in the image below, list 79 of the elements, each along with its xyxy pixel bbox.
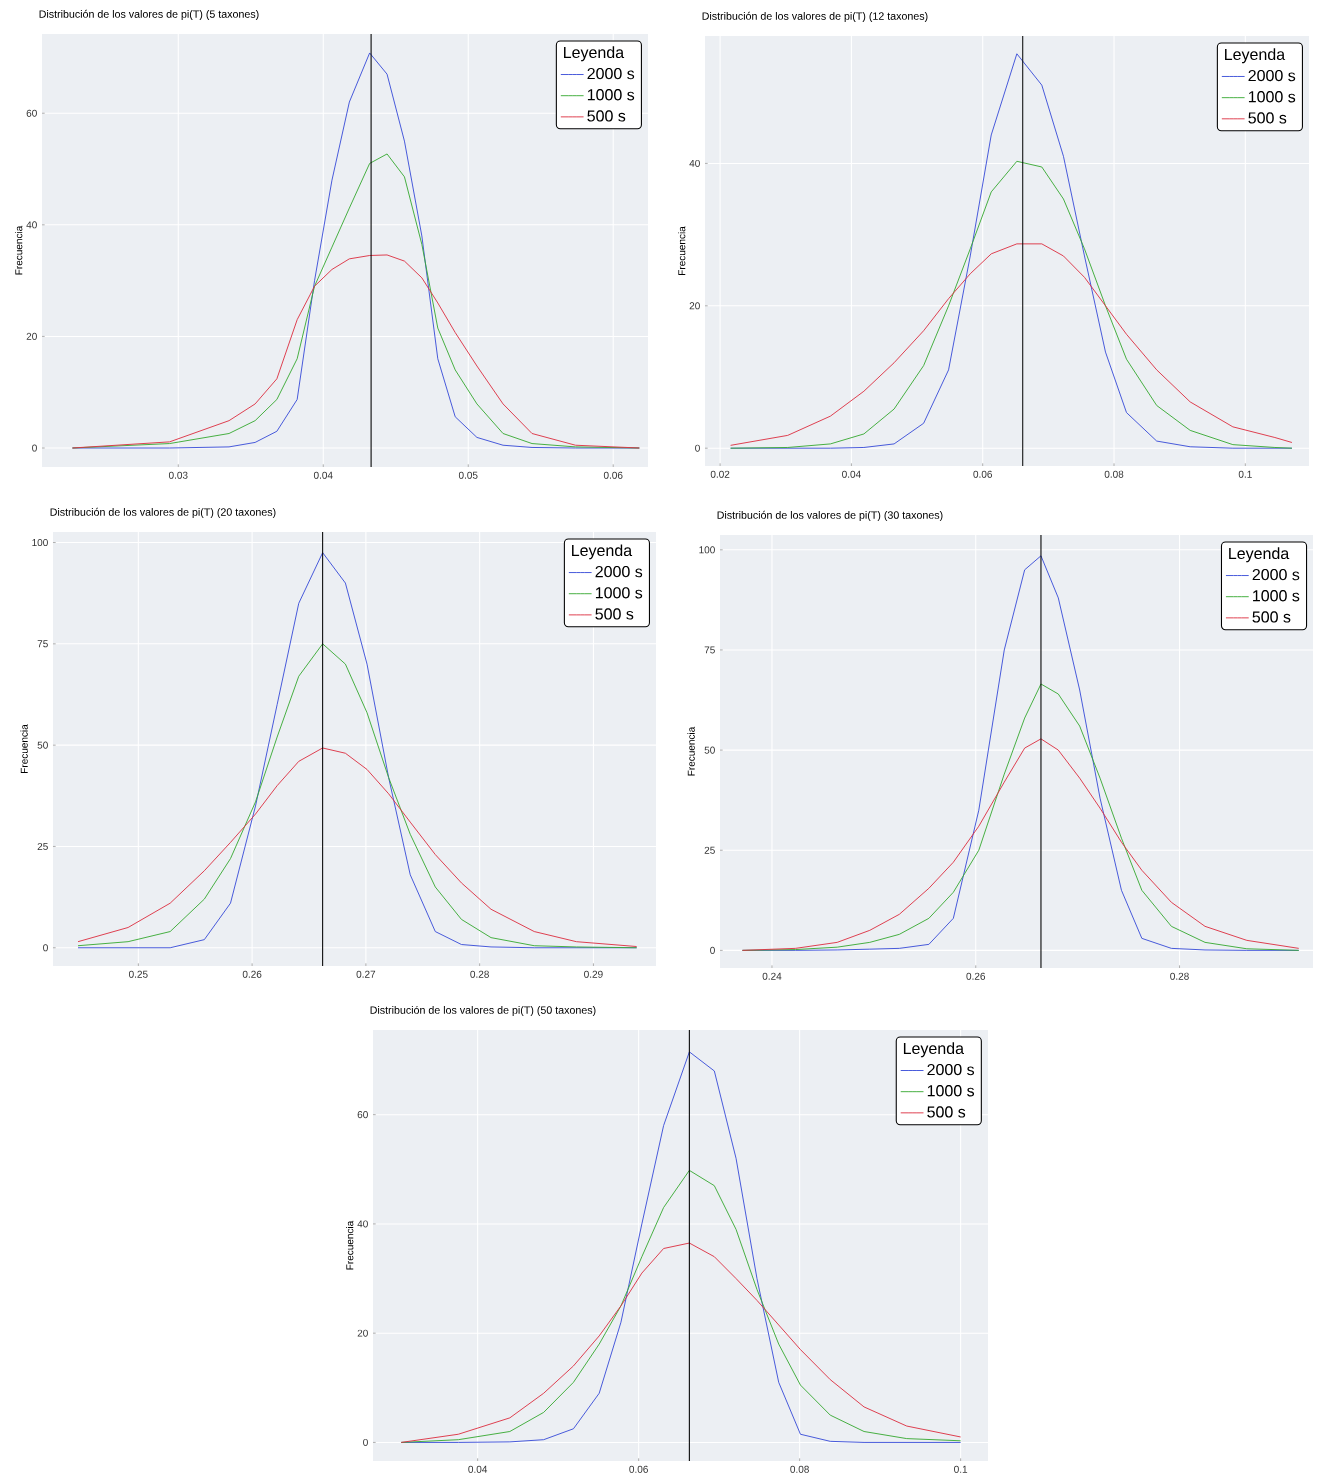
y-tick-label: 0 (695, 444, 700, 452)
x-tick-label: 0.26 (966, 972, 986, 980)
y-tick-label: 20 (357, 1329, 368, 1337)
x-tick-label: 0.24 (762, 972, 782, 980)
legend-label: 500 s (1252, 611, 1291, 623)
legend-title: Leyenda (564, 46, 625, 62)
legend-label: 2000 s (587, 67, 635, 80)
x-tick-label: 0.08 (790, 1465, 809, 1473)
x-tick-label: 0.03 (168, 471, 188, 479)
y-axis-title: Frecuencia (687, 726, 695, 776)
legend-label: 500 s (587, 110, 626, 122)
legend-label: 500 s (595, 608, 634, 620)
x-tick-label: 0.1 (954, 1465, 968, 1473)
x-tick-label: 0.06 (603, 471, 623, 479)
y-tick-label: 50 (37, 741, 48, 749)
legend-label: 2000 s (927, 1063, 975, 1076)
x-tick-label: 0.25 (129, 970, 148, 978)
legend-label: 2000 s (595, 565, 643, 578)
y-tick-label: 100 (699, 546, 715, 554)
legend-label: 1000 s (927, 1085, 975, 1097)
y-tick-label: 40 (26, 221, 37, 229)
legend-title: Leyenda (903, 1042, 964, 1058)
line-series (400, 1242, 962, 1443)
legend-label: 1000 s (587, 89, 635, 101)
line-series (77, 643, 638, 949)
legend-label: 1000 s (1253, 590, 1300, 602)
x-tick-label: 0.08 (1104, 470, 1124, 478)
y-tick-label: 75 (37, 640, 48, 648)
line-series (730, 160, 1293, 449)
chart-title: Distribución de los valores de pi(T) (50 taxones) (370, 1005, 596, 1016)
y-tick-label: 0 (710, 946, 715, 954)
y-tick-label: 50 (704, 746, 715, 754)
legend-label: 1000 s (1248, 91, 1296, 103)
x-tick-label: 0.29 (584, 970, 603, 978)
x-tick-label: 0.04 (842, 470, 861, 478)
x-tick-label: 0.26 (242, 970, 262, 978)
y-tick-label: 60 (357, 1111, 368, 1119)
x-tick-label: 0.02 (710, 470, 730, 478)
y-tick-label: 0 (43, 944, 48, 952)
chart-title: Distribución de los valores de pi(T) (20 taxones) (50, 507, 276, 518)
line-series (77, 747, 638, 948)
y-tick-label: 20 (689, 302, 700, 310)
legend-label: 500 s (1248, 112, 1287, 124)
x-tick-label: 0.27 (356, 970, 376, 978)
x-tick-label: 0.1 (1238, 470, 1252, 478)
legend-title: Leyenda (1225, 48, 1286, 64)
chart-title: Distribución de los valores de pi(T) (5 taxones) (39, 9, 259, 20)
x-tick-label: 0.28 (1170, 972, 1189, 980)
chart-title: Distribución de los valores de pi(T) (12 taxones) (702, 11, 928, 22)
y-tick-label: 40 (357, 1220, 368, 1228)
y-axis-title: Frecuencia (678, 226, 686, 275)
legend-label: 1000 s (595, 587, 643, 599)
y-tick-label: 0 (363, 1438, 368, 1446)
y-tick-label: 0 (32, 444, 37, 452)
legend-label: 2000 s (1252, 568, 1300, 581)
x-tick-label: 0.04 (313, 471, 333, 479)
legend-title: Leyenda (1229, 547, 1290, 563)
y-axis-title: Frecuencia (20, 724, 28, 773)
y-tick-label: 60 (26, 109, 37, 117)
line-series (71, 254, 640, 449)
legend-label: 2000 s (1248, 69, 1296, 82)
y-tick-label: 25 (37, 842, 48, 850)
legend-label: 500 s (927, 1106, 966, 1118)
chart-title: Distribución de los valores de pi(T) (30 taxones) (717, 510, 943, 521)
legend-title: Leyenda (572, 544, 633, 560)
y-tick-label: 25 (704, 846, 715, 854)
line-series (730, 243, 1293, 446)
x-tick-label: 0.06 (629, 1465, 648, 1473)
y-tick-label: 40 (689, 159, 700, 167)
x-tick-label: 0.28 (470, 970, 489, 978)
y-tick-label: 75 (704, 646, 715, 654)
y-axis-title: Frecuencia (346, 1220, 354, 1270)
y-tick-label: 100 (32, 538, 48, 547)
x-tick-label: 0.04 (468, 1465, 488, 1473)
x-tick-label: 0.05 (458, 471, 478, 479)
y-axis-title: Frecuencia (15, 225, 23, 275)
y-tick-label: 20 (26, 332, 37, 340)
line-series (741, 738, 1300, 951)
x-tick-label: 0.06 (973, 470, 993, 478)
